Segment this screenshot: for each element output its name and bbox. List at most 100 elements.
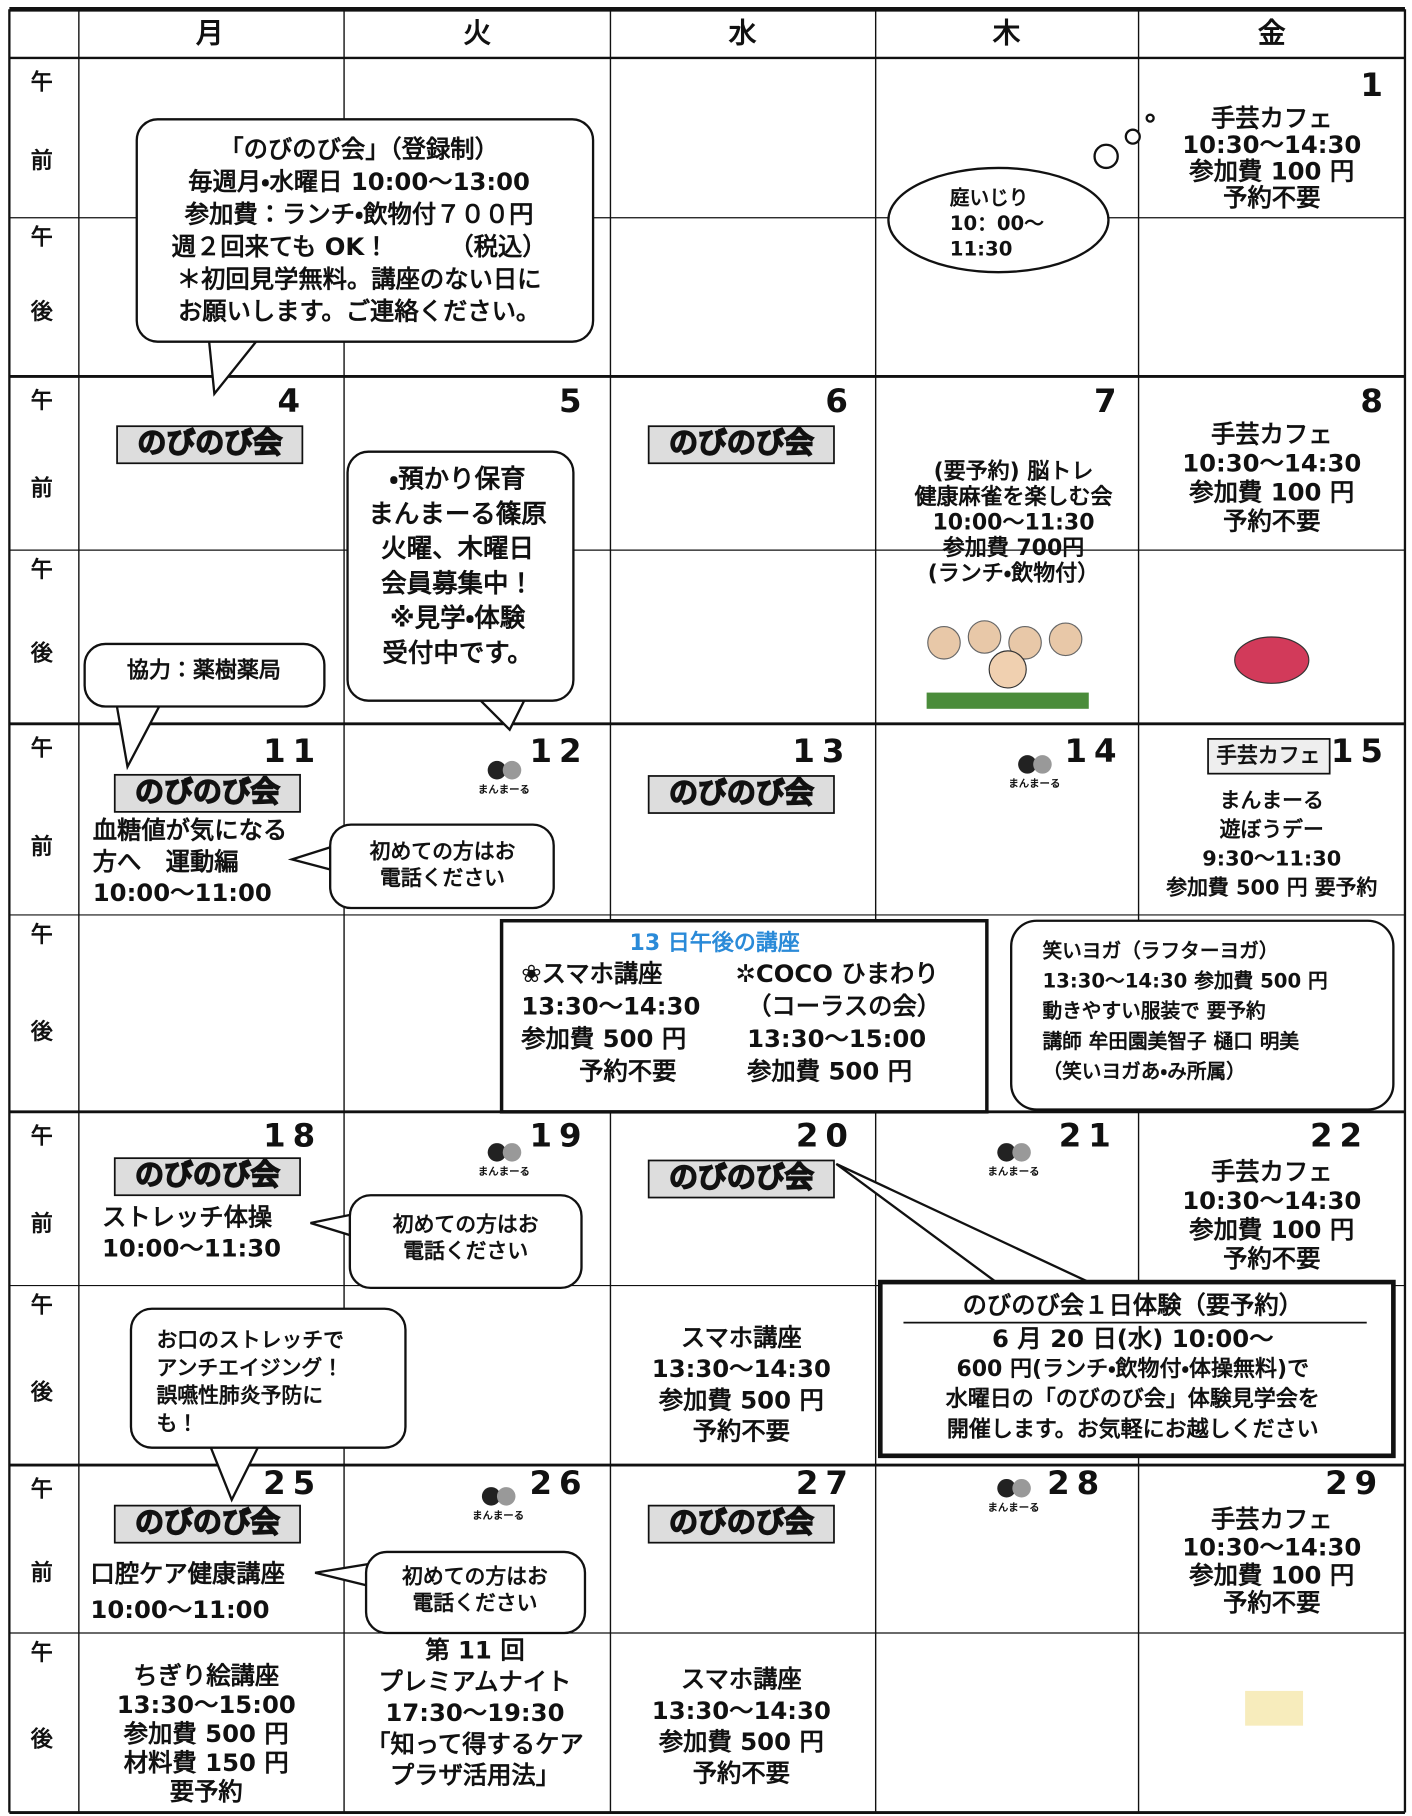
badge: のびのび会 [137, 426, 282, 460]
slot-label: 午 [31, 1292, 53, 1318]
course-box [499, 919, 989, 1114]
text-line: ・預かり保育 [390, 465, 526, 495]
text-line: 手芸カフェ [1211, 1505, 1333, 1534]
date-number: 14 [1065, 732, 1124, 770]
date-number: 29 [1325, 1464, 1384, 1502]
icon [1012, 1143, 1031, 1162]
date-number: 7 [1094, 382, 1124, 420]
text-line: 水曜日の「のびのび会」体験見学会を [945, 1386, 1320, 1412]
text-line: お願いします。ご連絡ください。 [178, 297, 540, 326]
text-line: 13:30～14:30 [652, 1354, 831, 1383]
date-number: 5 [559, 382, 589, 420]
slot-label: 後 [30, 640, 54, 666]
text-line: 参加費：ランチ・飲物付７００円 [184, 199, 534, 228]
text-line: 参加費 700円 [942, 535, 1085, 561]
icon [487, 760, 507, 780]
text-line: 9:30～11:30 [1202, 846, 1341, 870]
text-line: (要予約) 脳トレ [934, 459, 1094, 485]
text-line: 13:30～15:00 [747, 1024, 926, 1053]
text-line: 10:00～11:30 [102, 1234, 281, 1263]
text-line: 10:30～14:30 [1182, 1532, 1361, 1561]
text-line: 予約不要 [1223, 1588, 1320, 1617]
text-line: も！ [156, 1412, 198, 1436]
text-line: 参加費 500 円 [658, 1385, 824, 1414]
text-line: 要予約 [170, 1777, 243, 1806]
speech-bubble-tail [206, 1440, 263, 1503]
text-line: 遊ぼうデー [1220, 817, 1324, 841]
text-line: ❀スマホ講座 [521, 959, 662, 988]
text-line: ストレッチ体操 [102, 1202, 273, 1231]
date-number: 28 [1047, 1464, 1106, 1502]
text-line: 初めての方はお [401, 1564, 548, 1588]
text-line: プラザ活用法」 [390, 1761, 560, 1790]
badge: のびのび会 [135, 1505, 280, 1539]
trial-box [877, 1279, 1396, 1459]
badge-frame [647, 775, 835, 814]
slot-label: 前 [31, 834, 53, 860]
badge: のびのび会 [669, 426, 814, 460]
illustration [988, 650, 1027, 689]
icon [997, 1143, 1016, 1162]
date-number: 27 [796, 1464, 855, 1502]
date-number: 22 [1310, 1116, 1369, 1154]
text-line: 600 円(ランチ・飲物付・体操無料)で [956, 1356, 1309, 1382]
date-number: 13 [792, 732, 851, 770]
text-line: 10:30～14:30 [1182, 448, 1361, 477]
text-line: 予約不要 [1223, 183, 1320, 212]
date-number: 19 [529, 1116, 588, 1154]
text-line: 電話ください [403, 1239, 528, 1263]
text-line: 週２回来ても OK！ （税込） [172, 232, 547, 261]
icon [487, 1143, 507, 1162]
thought-dot [1093, 143, 1119, 170]
text-line: 「知って得するケア [366, 1729, 584, 1758]
date-number: 1 [1360, 66, 1389, 104]
text-line: 参加費 500 円 [123, 1719, 289, 1748]
icon [496, 1487, 516, 1506]
text-line: アンチエイジング！ [156, 1356, 343, 1380]
speech-bubble [135, 118, 595, 343]
text-line: 口腔ケア健康講座 [90, 1559, 285, 1588]
text-line: プレミアムナイト [379, 1667, 572, 1696]
text-line: 10:00～11:30 [932, 510, 1094, 535]
illustration [967, 620, 1002, 654]
badge: のびのび会 [135, 774, 280, 808]
day-header: 金 [1258, 17, 1286, 50]
text-line: 参加費 100 円 [1188, 1215, 1354, 1244]
text-line: 13:30～14:30 [652, 1696, 831, 1725]
speech-bubble [129, 1307, 407, 1449]
slot-label: 前 [31, 148, 53, 174]
text-line: スマホ講座 [681, 1664, 802, 1693]
badge: のびのび会 [669, 1505, 814, 1539]
text-line: 協力：薬樹薬局 [127, 658, 281, 684]
slot-label: 前 [31, 475, 53, 501]
text-line: 参加費 500 円 要予約 [1165, 875, 1377, 899]
text-line: 10:30～14:30 [1182, 130, 1361, 159]
day-header: 月 [195, 17, 224, 50]
text-line: 13:30～14:30 参加費 500 円 [1042, 970, 1327, 993]
text-line: まんまーる [1220, 788, 1324, 812]
yoga-box [1010, 919, 1395, 1111]
text-line: 10:00～11:00 [93, 878, 272, 907]
text-line: スマホ講座 [681, 1323, 802, 1352]
speech-bubble-tail [207, 334, 264, 397]
text-line: お口のストレッチで [156, 1328, 343, 1352]
text-line: 予約不要 [579, 1056, 676, 1085]
date-number: 25 [263, 1464, 322, 1502]
text-line: 10:30～14:30 [1182, 1186, 1361, 1215]
text-line: 10:00～11:00 [90, 1595, 269, 1624]
text-line: ＊初回見学無料。講座のない日に [177, 264, 542, 293]
text-line: 会員募集中！ [381, 569, 534, 599]
text-line: (ランチ・飲物付） [928, 560, 1100, 586]
date-number: 18 [263, 1116, 322, 1154]
badge-frame [647, 1504, 835, 1544]
text-line: 庭いじり [950, 187, 1029, 210]
speech-bubble [329, 823, 555, 910]
date-number: 15 [1331, 732, 1390, 770]
thought-cloud [887, 166, 1110, 274]
icon-label: まんまーる [987, 1502, 1039, 1514]
slot-label: 後 [30, 299, 54, 325]
slot-label: 前 [31, 1560, 53, 1586]
illustration [927, 625, 961, 660]
icon [481, 1487, 501, 1506]
